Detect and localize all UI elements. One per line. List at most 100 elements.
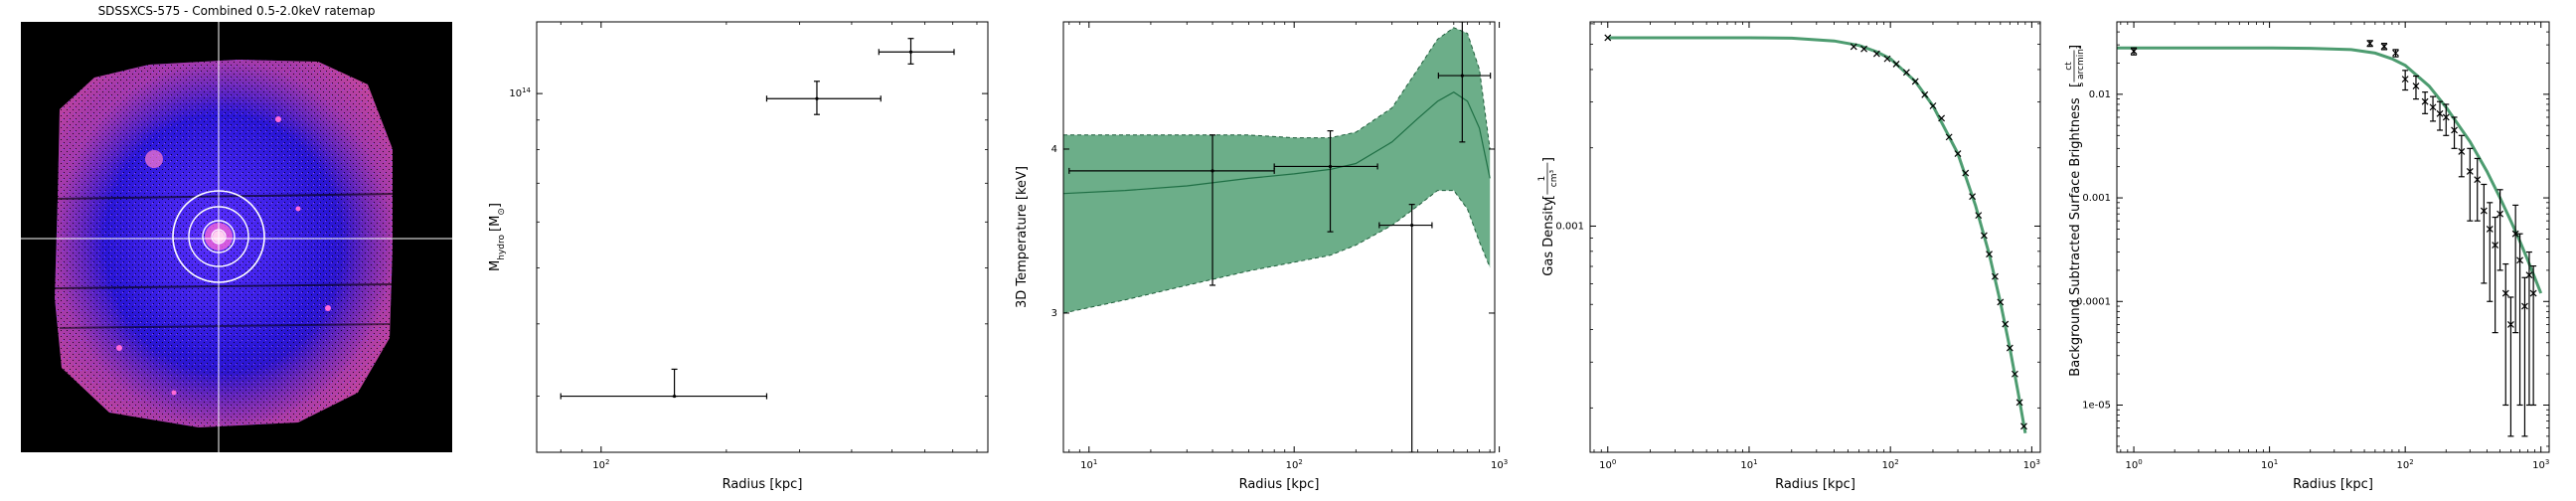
plot-frame <box>1062 21 1496 453</box>
point-marker <box>1460 74 1464 78</box>
x-tick-label: 100 <box>2125 458 2142 471</box>
data-point <box>1850 43 1857 51</box>
x-tick-label: 103 <box>1491 458 1508 471</box>
plot-area <box>1604 34 2027 433</box>
x-tick-label: 101 <box>2261 458 2278 471</box>
y-tick-label: 0.001 <box>1555 221 1584 232</box>
point-marker <box>1892 60 1900 68</box>
point-marker <box>815 96 819 100</box>
x-tick-label-exponent: 0 <box>2138 458 2142 466</box>
plot-area <box>2117 40 2543 437</box>
y-axis-unit: [M <box>488 216 503 232</box>
point-marker <box>1929 102 1937 109</box>
model-upper-bound <box>1063 27 1491 150</box>
x-axis-label: Radius [kpc] <box>1775 477 1855 492</box>
ratemap-image <box>54 60 394 427</box>
plot-area <box>560 38 955 400</box>
y-tick-label: 0.0001 <box>2076 296 2111 307</box>
x-tick-label-exponent: 1 <box>1753 458 1757 466</box>
data-point <box>2501 262 2509 407</box>
y-axis-label-text: Gas Density <box>1541 198 1556 276</box>
x-tick-label: 103 <box>2023 458 2040 471</box>
x-tick-label: 101 <box>1080 458 1097 471</box>
data-point <box>1883 55 1891 63</box>
data-point <box>765 81 882 115</box>
y-unit-bracket-open: [ <box>2068 83 2083 87</box>
data-point <box>1992 272 1999 280</box>
point-marker <box>2516 256 2523 264</box>
point-marker <box>1980 232 1988 240</box>
plot-frame <box>2116 21 2550 453</box>
model-uncertainty-band <box>1063 27 1491 314</box>
point-marker <box>1962 169 1970 177</box>
y-tick-label: 0.01 <box>2089 89 2111 100</box>
aperture-middle <box>188 206 249 267</box>
point-marker <box>1986 250 1993 258</box>
x-tick-label-exponent: 1 <box>2274 458 2278 466</box>
y-axis-label: Gas Density <box>1541 198 1556 276</box>
data-point <box>1986 250 1993 258</box>
point-marker <box>2480 207 2488 215</box>
data-point <box>1378 204 1433 452</box>
data-point <box>2392 49 2399 58</box>
aperture-outer <box>172 190 265 283</box>
x-axis-label: Radius [kpc] <box>723 477 803 492</box>
point-marker <box>2436 109 2444 117</box>
point-marker <box>2130 48 2138 56</box>
point-marker <box>2015 399 2023 407</box>
point-marker <box>1328 164 1333 169</box>
data-point <box>2442 103 2450 136</box>
y-tick-label: 4 <box>1051 144 1057 155</box>
x-axis-label: Radius [kpc] <box>2293 477 2373 492</box>
point-marker <box>1850 43 1857 51</box>
y-axis-label-subscript: hydro <box>497 234 507 259</box>
data-point <box>1997 298 2005 306</box>
y-axis-label-text: M <box>488 260 503 271</box>
point-marker <box>2506 320 2514 328</box>
model-line <box>1607 36 2027 433</box>
x-tick-label-exponent: 2 <box>2409 458 2413 466</box>
data-point <box>1980 232 1988 240</box>
point-marker <box>908 50 913 54</box>
y-unit-numerator: ct <box>2064 62 2074 71</box>
y-axis-unit-fraction: 1 cm³ [] <box>1537 157 1559 200</box>
point-marker <box>2429 103 2437 111</box>
data-point <box>2480 183 2488 284</box>
point-marker <box>2486 226 2494 233</box>
point-marker <box>2380 43 2388 51</box>
data-point <box>2486 202 2494 302</box>
y-axis-label: 3D Temperature [keV] <box>1015 166 1030 308</box>
data-point <box>1921 90 1929 98</box>
y-tick-label: 0.001 <box>2082 193 2111 204</box>
y-unit-denominator: cm³ <box>1549 170 1559 188</box>
data-point <box>2002 320 2010 328</box>
point-marker <box>2529 289 2537 297</box>
y-unit-bracket-close: ] <box>1541 157 1556 162</box>
point-marker <box>1860 45 1867 53</box>
point-marker <box>2401 76 2409 84</box>
point-marker <box>2412 83 2420 90</box>
x-tick-label: 102 <box>2397 458 2414 471</box>
data-point <box>1938 114 1946 122</box>
data-point <box>2130 47 2138 56</box>
x-tick-label: 102 <box>592 458 609 471</box>
x-tick-label-exponent: 0 <box>1612 458 1616 466</box>
point-marker <box>2442 113 2450 121</box>
point-marker <box>1911 78 1919 85</box>
data-point <box>2525 250 2533 407</box>
data-point <box>1954 150 1962 157</box>
data-point <box>1892 60 1900 68</box>
data-point <box>878 38 955 65</box>
point-marker <box>1872 50 1880 58</box>
y-unit-bracket-close: ] <box>2068 45 2083 50</box>
aperture-core <box>211 229 227 245</box>
x-tick-label-exponent: 2 <box>1894 458 1898 466</box>
image-panel: SDSSXCS-575 - Combined 0.5-2.0keV ratema… <box>21 4 452 452</box>
x-tick-label-exponent: 2 <box>1298 458 1302 466</box>
x-tick-label: 102 <box>1882 458 1899 471</box>
data-point <box>2006 344 2013 352</box>
